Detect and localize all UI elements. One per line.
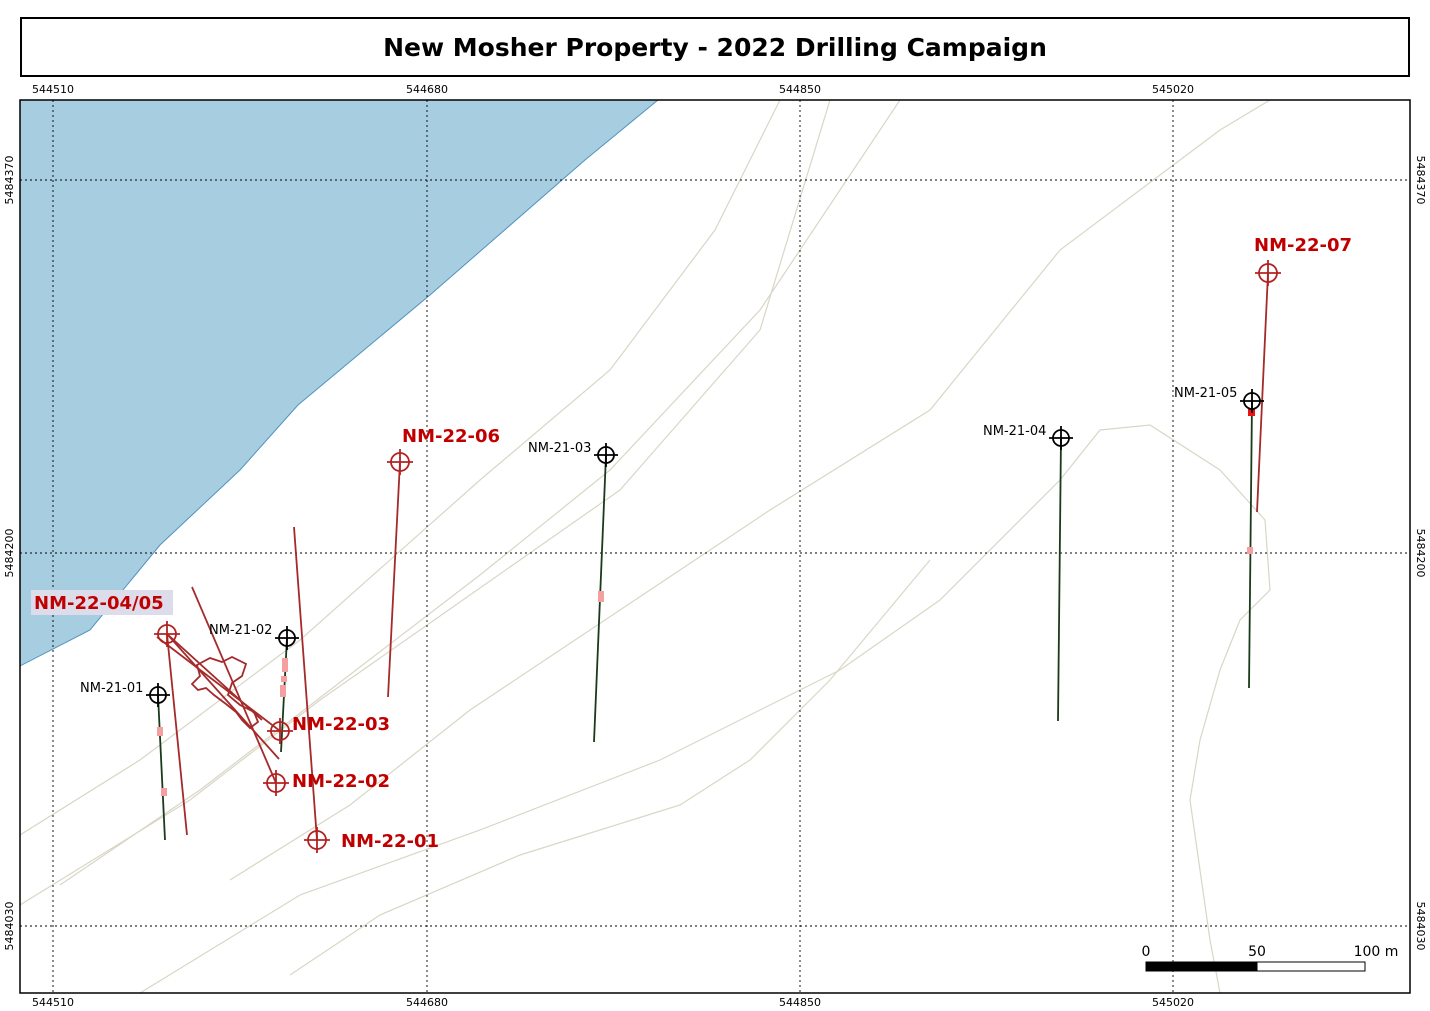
- collar-NM-21-04[interactable]: [1049, 426, 1073, 450]
- trace-NM-22-06[interactable]: [387, 461, 401, 698]
- hole-label: NM-21-03: [528, 441, 591, 456]
- contour-line: [59, 100, 901, 886]
- sample-interval: [157, 727, 163, 736]
- sample-interval: [281, 676, 287, 682]
- sample-interval: [161, 788, 167, 796]
- collar-NM-21-05[interactable]: [1240, 389, 1264, 413]
- trace-NM-22-07[interactable]: [1256, 272, 1269, 513]
- collar-NM-21-03[interactable]: [594, 443, 618, 467]
- trace-NM-22-04[interactable]: [166, 633, 280, 760]
- coordinate-grid: [20, 100, 1410, 993]
- trace-NM-22-03[interactable]: [156, 636, 281, 732]
- y-label-right: 5484200: [1414, 529, 1427, 578]
- scale-bar-white: [1256, 961, 1366, 972]
- collar-NM-22-04-05[interactable]: [154, 621, 180, 647]
- sample-interval: [280, 685, 286, 697]
- collar-NM-21-01[interactable]: [146, 683, 170, 707]
- hole-label-2022: NM-22-06: [402, 426, 500, 447]
- label-halo: [31, 590, 173, 615]
- collars-2022: [154, 260, 1281, 853]
- contour-line: [139, 424, 1271, 993]
- collar-NM-22-07[interactable]: [1255, 260, 1281, 286]
- labels-2021: NM-21-01 NM-21-02 NM-21-03 NM-21-04 NM-2…: [80, 386, 1237, 696]
- hole-label-2022: NM-22-02: [292, 771, 390, 792]
- scale-label-0: 0: [1142, 944, 1151, 960]
- hole-label: NM-21-05: [1174, 386, 1237, 401]
- y-label-left: 5484200: [3, 529, 16, 578]
- contour-line: [229, 100, 1271, 881]
- y-label-left: 5484030: [3, 902, 16, 951]
- hole-label-2022: NM-22-01: [341, 831, 439, 852]
- hole-label-2022: NM-22-03: [292, 714, 390, 735]
- contour-line: [20, 100, 831, 906]
- collar-NM-22-01[interactable]: [304, 827, 330, 853]
- collar-NM-21-02[interactable]: [275, 626, 299, 650]
- water-body: [20, 100, 659, 667]
- y-label-right: 5484370: [1414, 156, 1427, 205]
- trace-NM-21-01[interactable]: [157, 694, 166, 841]
- hole-label: NM-21-02: [209, 623, 272, 638]
- trace-NM-22-05b[interactable]: [166, 633, 263, 721]
- scale-bar-black: [1145, 961, 1258, 972]
- scale-bar: 0 50 100 m: [1142, 944, 1399, 972]
- sample-intervals: [157, 408, 1255, 796]
- y-label-left: 5484370: [3, 156, 16, 205]
- trace-NM-21-05[interactable]: [1248, 400, 1253, 689]
- top-coordinates: 544510 544680 544850 545020: [32, 83, 1194, 96]
- scale-label-100: 100 m: [1354, 944, 1399, 960]
- x-label-top: 545020: [1152, 83, 1194, 96]
- labels-2022: NM-22-01 NM-22-02 NM-22-03 NM-22-04/05 N…: [31, 235, 1352, 852]
- sample-interval: [282, 658, 288, 672]
- hole-label-2022: NM-22-04/05: [34, 593, 164, 614]
- bottom-coordinates: 544510 544680 544850 545020: [32, 996, 1194, 1009]
- contour-lines: [20, 100, 1271, 993]
- x-label-top: 544680: [406, 83, 448, 96]
- map-content: NM-21-01 NM-21-02 NM-21-03 NM-21-04 NM-2…: [20, 100, 1410, 993]
- sample-interval: [1247, 547, 1253, 554]
- x-label-top: 544510: [32, 83, 74, 96]
- map-title: New Mosher Property - 2022 Drilling Camp…: [20, 17, 1410, 77]
- contour-line: [20, 100, 781, 836]
- collar-NM-22-02[interactable]: [263, 770, 289, 796]
- traces-2022: [156, 272, 1269, 841]
- trace-NM-22-05[interactable]: [166, 633, 188, 836]
- hole-label: NM-21-04: [983, 424, 1046, 439]
- sample-interval: [598, 591, 604, 602]
- x-label-top: 544850: [779, 83, 821, 96]
- x-label-bottom: 544680: [406, 996, 448, 1009]
- collar-NM-22-06[interactable]: [387, 449, 413, 475]
- x-label-bottom: 544510: [32, 996, 74, 1009]
- hole-label-2022: NM-22-07: [1254, 235, 1352, 256]
- y-label-right: 5484030: [1414, 902, 1427, 951]
- contour-line: [289, 559, 931, 976]
- collar-NM-22-03[interactable]: [267, 718, 293, 744]
- hole-label: NM-21-01: [80, 681, 143, 696]
- scale-label-50: 50: [1248, 944, 1266, 960]
- trace-NM-22-01[interactable]: [293, 526, 318, 841]
- trace-NM-21-04[interactable]: [1057, 437, 1062, 722]
- x-label-bottom: 545020: [1152, 996, 1194, 1009]
- map-frame: [19, 99, 1411, 994]
- x-label-bottom: 544850: [779, 996, 821, 1009]
- right-coordinates: 5484370 5484200 5484030: [1414, 156, 1427, 951]
- collars-2021: [146, 389, 1264, 707]
- trace-NM-22-02[interactable]: [191, 586, 277, 784]
- outcrop-outline: [190, 655, 260, 730]
- left-coordinates: 5484370 5484200 5484030: [3, 156, 16, 951]
